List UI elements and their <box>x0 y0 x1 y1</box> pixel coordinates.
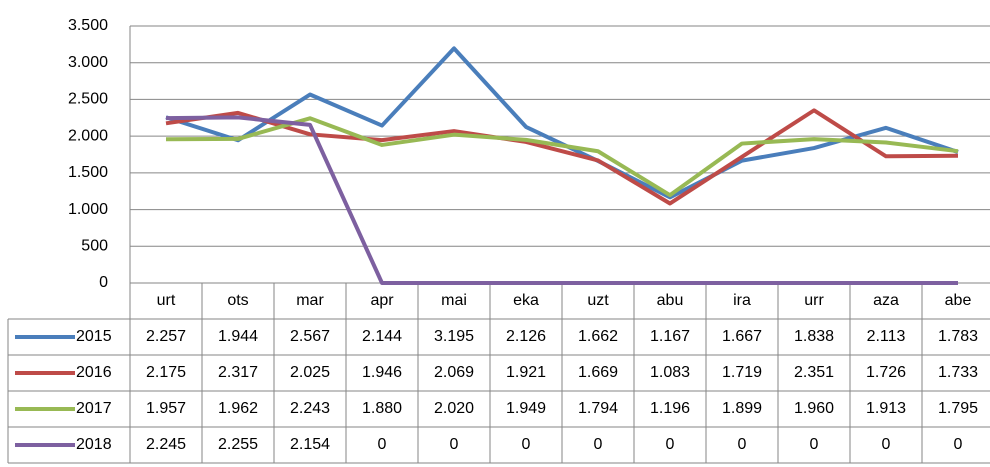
table-value: 2.255 <box>218 436 258 453</box>
x-tick-label: ots <box>227 292 248 309</box>
y-tick-label: 500 <box>81 238 108 255</box>
legend-label: 2018 <box>76 436 112 453</box>
x-tick-label: abu <box>657 292 684 309</box>
table-value: 1.962 <box>218 400 258 417</box>
table-value: 2.243 <box>290 400 330 417</box>
table-value: 2.175 <box>146 364 186 381</box>
table-value: 1.167 <box>650 328 690 345</box>
y-tick-label: 3.500 <box>68 17 108 34</box>
legend-label: 2016 <box>76 364 112 381</box>
legend-label: 2015 <box>76 328 112 345</box>
table-value: 1.838 <box>794 328 834 345</box>
table-value: 0 <box>522 436 531 453</box>
table-value: 1.949 <box>506 400 546 417</box>
table-value: 0 <box>594 436 603 453</box>
x-tick-label: aza <box>873 292 899 309</box>
table-value: 2.113 <box>867 328 906 345</box>
table-value: 1.667 <box>722 328 762 345</box>
table-value: 0 <box>738 436 747 453</box>
series-line <box>165 116 959 198</box>
x-tick-label: mar <box>296 292 324 309</box>
table-value: 1.880 <box>362 400 402 417</box>
series-line <box>165 108 959 206</box>
y-tick-label: 2.000 <box>68 127 108 144</box>
table-value: 1.196 <box>650 400 690 417</box>
table-value: 2.126 <box>506 328 546 345</box>
table-value: 0 <box>882 436 891 453</box>
table-value: 1.795 <box>938 400 978 417</box>
series-line <box>165 115 958 285</box>
table-value: 1.913 <box>866 400 906 417</box>
y-tick-label: 1.000 <box>68 201 108 218</box>
table-value: 1.921 <box>506 364 546 381</box>
table-value: 2.025 <box>290 364 330 381</box>
table-value: 1.899 <box>722 400 762 417</box>
table-value: 1.944 <box>218 328 258 345</box>
table-value: 1.960 <box>794 400 834 417</box>
table-value: 2.020 <box>434 400 474 417</box>
x-tick-label: ira <box>733 292 751 309</box>
y-tick-label: 3.000 <box>68 54 108 71</box>
y-tick-label: 2.500 <box>68 91 108 108</box>
x-tick-label: uzt <box>587 292 609 309</box>
table-value: 0 <box>666 436 675 453</box>
table-value: 1.662 <box>578 328 618 345</box>
x-tick-label: urt <box>157 292 176 309</box>
table-value: 2.351 <box>794 364 834 381</box>
table-value: 2.144 <box>362 328 402 345</box>
table-value: 0 <box>954 436 963 453</box>
x-tick-label: mai <box>441 292 467 309</box>
table-value: 1.783 <box>938 328 978 345</box>
table-value: 1.669 <box>578 364 618 381</box>
table-value: 0 <box>378 436 387 453</box>
table-value: 2.245 <box>146 436 186 453</box>
table-value: 1.083 <box>650 364 690 381</box>
table-value: 1.726 <box>866 364 906 381</box>
x-tick-label: urr <box>804 292 824 309</box>
table-value: 2.317 <box>218 364 258 381</box>
y-tick-label: 0 <box>99 274 108 291</box>
table-value: 2.257 <box>146 328 186 345</box>
table-value: 1.733 <box>938 364 978 381</box>
table-value: 2.154 <box>290 436 330 453</box>
table-value: 0 <box>450 436 459 453</box>
table-value: 2.567 <box>290 328 330 345</box>
x-tick-label: apr <box>370 292 394 309</box>
table-value: 3.195 <box>434 328 474 345</box>
table-value: 1.794 <box>578 400 618 417</box>
table-value: 1.946 <box>362 364 402 381</box>
table-value: 1.719 <box>722 364 762 381</box>
x-tick-label: eka <box>513 292 539 309</box>
table-value: 2.069 <box>434 364 474 381</box>
x-tick-label: abe <box>945 292 972 309</box>
table-value: 1.957 <box>146 400 186 417</box>
y-tick-label: 1.500 <box>68 164 108 181</box>
legend-label: 2017 <box>76 400 112 417</box>
table-value: 0 <box>810 436 819 453</box>
